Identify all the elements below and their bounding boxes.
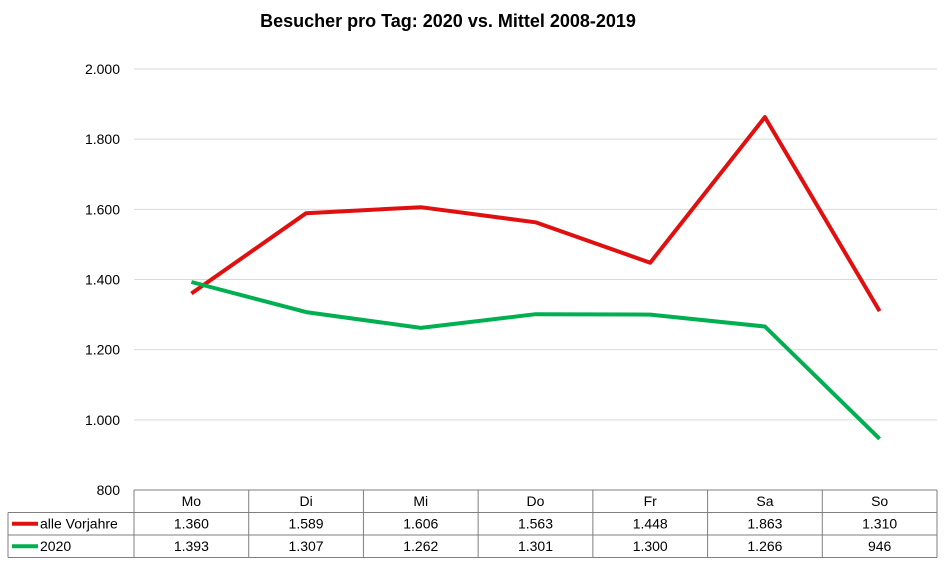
category-label: Fr xyxy=(644,493,658,509)
y-tick-label: 1.800 xyxy=(85,131,120,147)
y-tick-label: 1.400 xyxy=(85,272,120,288)
data-value: 1.606 xyxy=(403,516,438,532)
data-value: 1.301 xyxy=(518,538,553,554)
data-value: 1.563 xyxy=(518,516,553,532)
chart-title: Besucher pro Tag: 2020 vs. Mittel 2008-2… xyxy=(260,11,636,31)
data-value: 1.310 xyxy=(862,516,897,532)
y-axis: 800 1.000 1.200 1.400 1.600 1.800 2.000 xyxy=(85,61,120,498)
series-line-alle-vorjahre xyxy=(190,115,882,313)
category-label: Di xyxy=(299,493,312,509)
series-line-2020 xyxy=(190,280,881,441)
data-value: 1.307 xyxy=(289,538,324,554)
category-label: Mo xyxy=(182,493,202,509)
category-label: Do xyxy=(527,493,545,509)
data-table: Mo Di Mi Do Fr Sa So alle Vorjahre 1.360 1.589 1.6… xyxy=(7,489,938,558)
data-value: 1.300 xyxy=(633,538,668,554)
data-value: 1.360 xyxy=(174,516,209,532)
y-tick-label: 1.600 xyxy=(85,201,120,217)
series-lines xyxy=(190,115,882,441)
data-value: 1.863 xyxy=(747,516,782,532)
data-value: 946 xyxy=(868,538,892,554)
y-tick-label: 1.000 xyxy=(85,412,120,428)
data-value: 1.393 xyxy=(174,538,209,554)
data-value: 1.448 xyxy=(633,516,668,532)
data-value: 1.589 xyxy=(289,516,324,532)
category-label: Sa xyxy=(756,493,773,509)
series-name: alle Vorjahre xyxy=(40,516,118,532)
data-value: 1.262 xyxy=(403,538,438,554)
series-name: 2020 xyxy=(40,538,71,554)
y-tick-label: 2.000 xyxy=(85,61,120,77)
gridlines xyxy=(134,68,937,421)
data-value: 1.266 xyxy=(747,538,782,554)
y-tick-label: 1.200 xyxy=(85,342,120,358)
category-label: Mi xyxy=(413,493,428,509)
category-label: So xyxy=(871,493,888,509)
y-tick-label: 800 xyxy=(97,482,121,498)
